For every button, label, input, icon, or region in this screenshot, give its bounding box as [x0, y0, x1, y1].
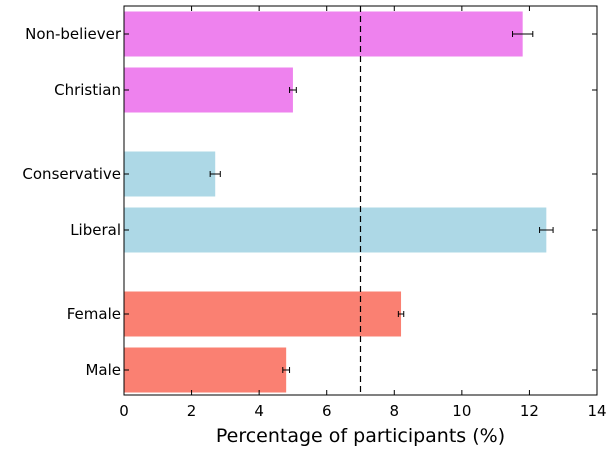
x-tick-label-7: 14	[587, 402, 606, 420]
bar-1	[124, 67, 293, 113]
y-tick-label-3: Liberal	[70, 221, 121, 239]
x-tick-label-0: 0	[119, 402, 129, 420]
x-axis-title: Percentage of participants (%)	[216, 425, 505, 447]
x-tick-label-4: 8	[390, 402, 400, 420]
bars-group	[124, 11, 547, 393]
y-tick-label-2: Conservative	[22, 165, 121, 183]
x-tick-label-1: 2	[187, 402, 197, 420]
y-tick-label-5: Male	[85, 361, 121, 379]
error-bar-5	[282, 367, 291, 373]
y-tick-label-1: Christian	[54, 81, 121, 99]
error-bar-3	[539, 227, 554, 233]
bar-3	[124, 207, 547, 253]
bar-5	[124, 347, 287, 393]
y-tick-label-0: Non-believer	[25, 25, 122, 43]
bar-2	[124, 151, 216, 197]
x-tick-label-5: 10	[452, 402, 471, 420]
error-bar-0	[512, 31, 534, 37]
error-bar-2	[209, 171, 221, 177]
y-axis-ticks: Non-believer Christian Conservative Liberal…	[22, 25, 597, 379]
x-tick-label-3: 6	[322, 402, 332, 420]
error-bar-4	[397, 311, 405, 317]
error-bar-1	[289, 87, 297, 93]
x-tick-label-6: 12	[520, 402, 539, 420]
bar-4	[124, 291, 402, 337]
plot-frame	[123, 5, 598, 396]
x-tick-label-2: 4	[254, 402, 264, 420]
x-axis-ticks: 0 2 4 6 8 10 12 14	[119, 6, 607, 420]
bar-0	[124, 11, 523, 57]
error-bars-group	[209, 31, 554, 373]
y-tick-label-4: Female	[67, 305, 121, 323]
